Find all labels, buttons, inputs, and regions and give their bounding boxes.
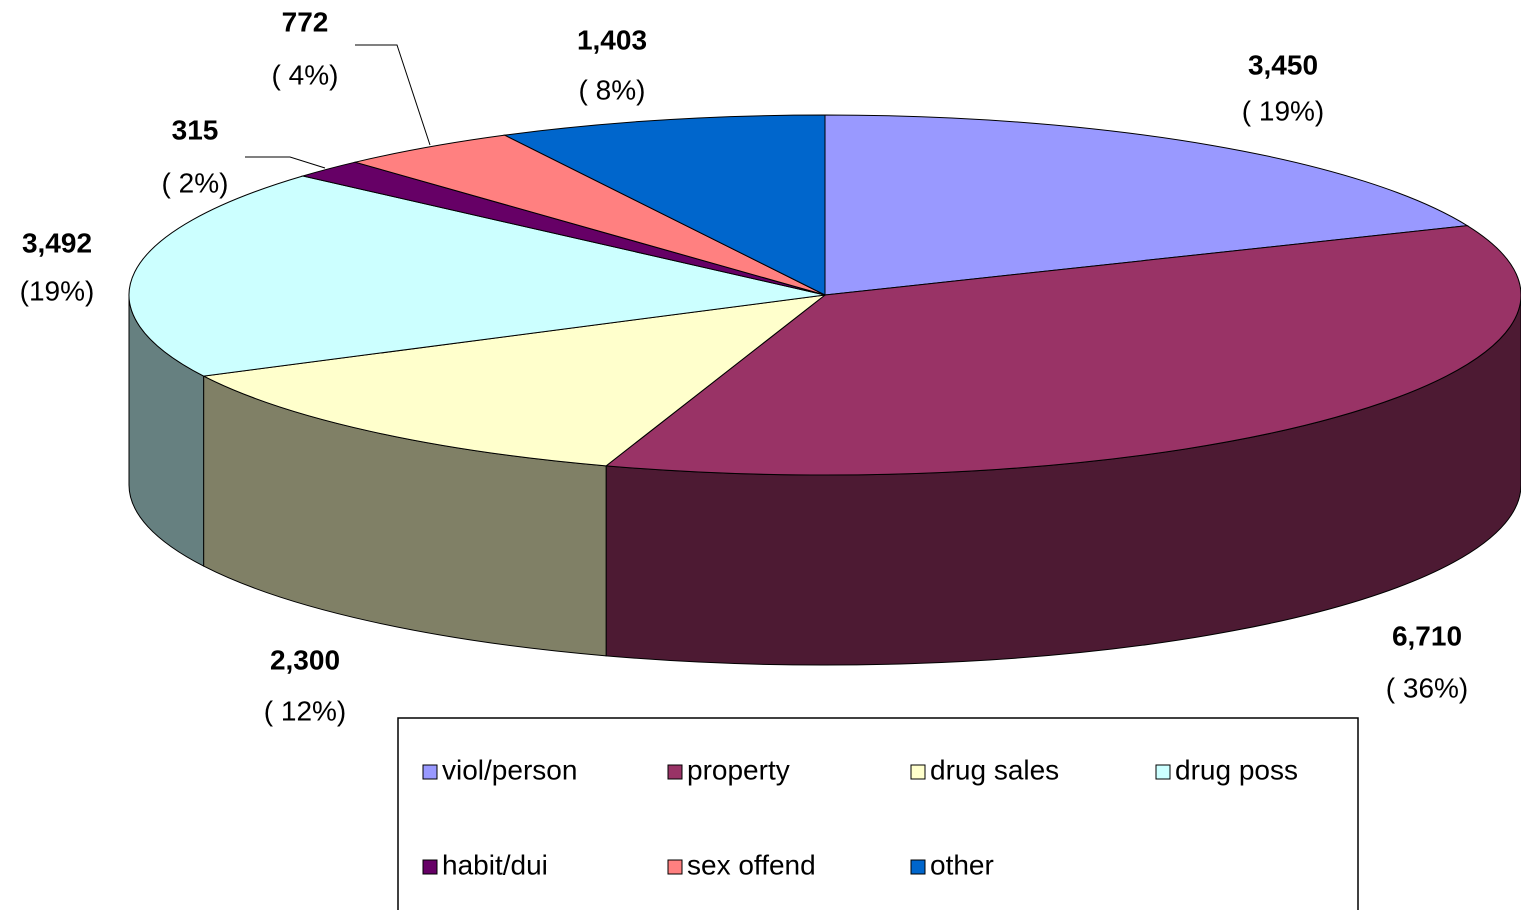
- legend-swatch: [422, 859, 438, 875]
- value-label: 315: [172, 114, 219, 145]
- percent-label: ( 19%): [1242, 95, 1324, 126]
- slice: [503, 114, 826, 296]
- percent-label: ( 2%): [162, 167, 229, 198]
- percent-label: (19%): [20, 275, 95, 306]
- slice: [201, 294, 827, 467]
- legend-swatch: [667, 859, 683, 875]
- percent-label: ( 8%): [579, 74, 646, 105]
- legend-label: drug poss: [1175, 754, 1298, 785]
- slice: [604, 225, 1521, 476]
- legend-swatch: [910, 859, 926, 875]
- percent-label: ( 4%): [272, 59, 339, 90]
- legend-swatch: [422, 764, 438, 780]
- value-label: 6,710: [1392, 620, 1462, 651]
- slice: [353, 134, 826, 296]
- value-label: 3,492: [22, 227, 92, 258]
- percent-label: ( 36%): [1386, 672, 1468, 703]
- legend-swatch: [667, 764, 683, 780]
- value-label: 3,450: [1248, 49, 1318, 80]
- legend: [397, 717, 1359, 910]
- value-label: 772: [282, 6, 329, 37]
- legend-label: habit/dui: [442, 849, 548, 880]
- legend-label: drug sales: [930, 754, 1059, 785]
- value-label: 1,403: [577, 24, 647, 55]
- legend-swatch: [1155, 764, 1171, 780]
- leader-line: [355, 44, 431, 146]
- legend-label: sex offend: [687, 849, 816, 880]
- legend-label: other: [930, 849, 994, 880]
- legend-label: viol/person: [442, 754, 577, 785]
- slice: [824, 114, 1469, 296]
- percent-label: ( 12%): [264, 695, 346, 726]
- legend-label: property: [687, 754, 790, 785]
- value-label: 2,300: [270, 644, 340, 675]
- slice: [128, 175, 826, 377]
- legend-swatch: [910, 764, 926, 780]
- leader-line: [245, 156, 326, 169]
